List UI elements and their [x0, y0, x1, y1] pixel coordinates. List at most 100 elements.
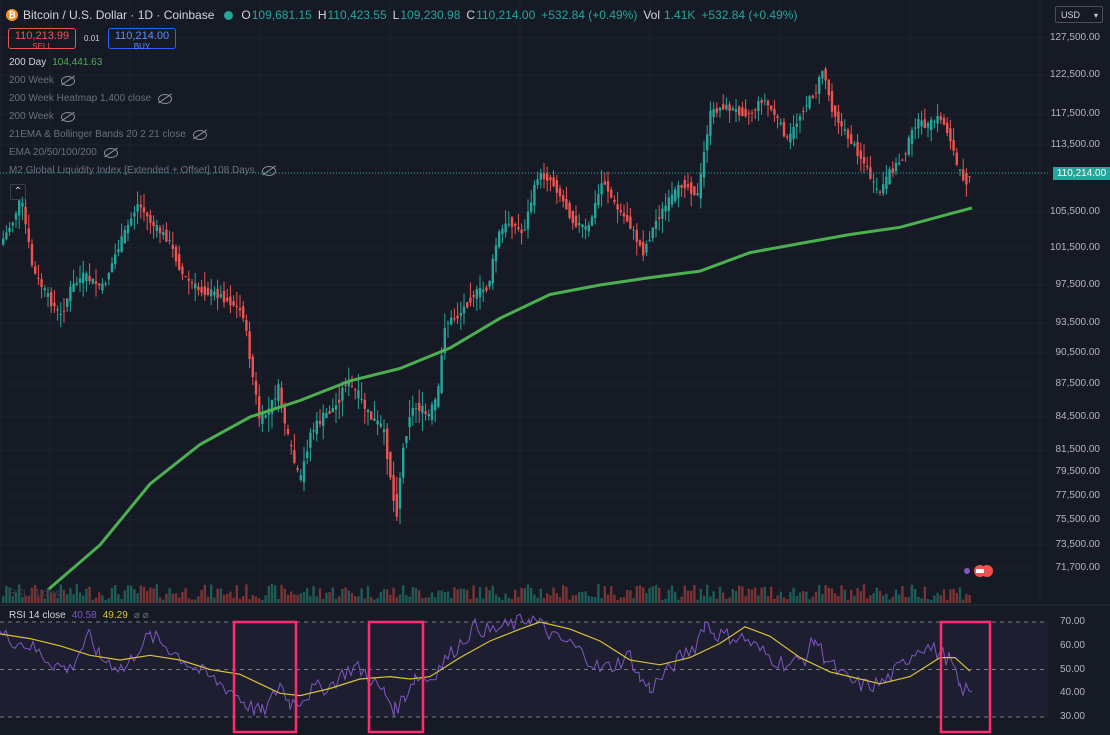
volume-bar [939, 595, 942, 603]
volume-bar [600, 598, 603, 603]
candle-body [622, 213, 626, 217]
candle-body [907, 137, 910, 155]
volume-bar [632, 598, 635, 603]
eye-hidden-icon[interactable] [103, 147, 118, 158]
candle-body [91, 278, 94, 284]
candle-body [379, 423, 382, 427]
rsi-axis-tick: 70.00 [1059, 616, 1085, 627]
volume-bar [437, 590, 440, 603]
candle-body [766, 100, 770, 106]
candle-body [437, 386, 440, 407]
event-flags[interactable] [963, 564, 999, 578]
candle-body [946, 122, 949, 133]
volume-bar [725, 598, 728, 603]
candle-body [773, 108, 776, 115]
indicator-ema-bollinger[interactable]: 21EMA & Bollinger Bands 20 2 21 close [9, 129, 207, 140]
indicator-m2-liquidity[interactable]: M2 Global Liquidity Index [Extended + Of… [9, 165, 276, 176]
candle-body [613, 199, 616, 203]
rsi-options-icon[interactable]: ⌀ ⌀ [133, 610, 149, 621]
volume-bar [536, 597, 539, 603]
volume-bar [258, 598, 261, 603]
indicator-ema-set[interactable]: EMA 20/50/100/200 [9, 147, 118, 158]
volume-bar [907, 597, 910, 603]
volume-bar [923, 586, 926, 603]
eye-hidden-icon[interactable] [60, 75, 75, 86]
indicator-ma200[interactable]: 200 Day 104,441.63 [9, 57, 102, 68]
price-axis-tick: 84,500.00 [1055, 411, 1101, 422]
volume-bar [514, 589, 517, 603]
indicator-200-week-2[interactable]: 200 Week [9, 111, 75, 122]
volume-bar [280, 584, 283, 603]
volume-bar [475, 597, 478, 603]
price-axis-tick: 97,500.00 [1055, 279, 1101, 290]
volume-bar [434, 597, 437, 603]
candle-body [120, 236, 123, 252]
candle-body [789, 133, 792, 143]
symbol-header: ₿ Bitcoin / U.S. Dollar · 1D · Coinbase … [6, 6, 803, 24]
candle-body [629, 216, 632, 229]
volume-bar [370, 597, 373, 603]
candle-body [715, 108, 718, 113]
eye-hidden-icon[interactable] [261, 165, 276, 176]
currency-select[interactable]: USD [1055, 6, 1103, 24]
candle-body [232, 301, 235, 306]
volume-label: Vol [643, 8, 661, 22]
volume-bar [622, 597, 626, 603]
volume-bar [389, 594, 392, 603]
candle-body [37, 277, 40, 279]
volume-bar [526, 584, 530, 603]
volume-bar [763, 586, 766, 603]
eye-hidden-icon[interactable] [192, 129, 207, 140]
candle-body [590, 216, 594, 226]
volume-bar [654, 585, 658, 603]
candle-body [651, 227, 654, 239]
low-label: L [392, 8, 400, 22]
buy-button[interactable]: 110,214.00 BUY [108, 28, 176, 51]
volume-bar [853, 595, 856, 603]
candle-body [696, 193, 699, 195]
volume-bar [917, 596, 920, 603]
volume-bar [680, 596, 683, 603]
volume-bar [341, 588, 344, 603]
candle-body [763, 100, 766, 102]
candle-body [731, 108, 734, 111]
sell-button[interactable]: 110,213.99 SELL [8, 28, 76, 51]
volume-bar [498, 597, 501, 603]
candle-body [526, 211, 530, 230]
symbol-title[interactable]: Bitcoin / U.S. Dollar · 1D · Coinbase [23, 8, 215, 22]
volume-bar [469, 599, 472, 603]
candle-body [190, 282, 194, 284]
candle-body [184, 276, 187, 278]
collapse-legend-button[interactable]: ⌃ [10, 184, 26, 200]
candle-body [853, 143, 856, 146]
volume-bar [728, 597, 731, 603]
volume-bar [248, 599, 251, 603]
volume-bar [405, 594, 408, 603]
candle-body [181, 266, 184, 275]
candle-body [690, 182, 693, 194]
volume-bar [962, 599, 965, 603]
volume-bar [350, 592, 354, 603]
volume-bar [142, 586, 146, 603]
volume-bar [296, 594, 299, 603]
volume-bar [712, 591, 715, 603]
candle-body [462, 306, 466, 314]
rsi-legend[interactable]: RSI 14 close 40.58 49.29 ⌀ ⌀ [9, 610, 149, 621]
candle-body [750, 112, 754, 114]
indicator-200-week[interactable]: 200 Week [9, 75, 75, 86]
candle-body [712, 109, 715, 118]
volume-bar [277, 598, 280, 603]
candle-body [840, 120, 843, 127]
volume-bar [558, 597, 562, 603]
volume-bar [686, 590, 690, 603]
indicator-200-week-heatmap[interactable]: 200 Week Heatmap 1,400 close [9, 93, 173, 104]
volume-bar [398, 594, 402, 603]
volume-bar [408, 596, 411, 603]
volume-bar [421, 598, 424, 603]
volume-bar [299, 593, 302, 603]
volume-bar [325, 592, 328, 603]
candle-body [565, 199, 568, 210]
eye-hidden-icon[interactable] [158, 93, 173, 104]
eye-hidden-icon[interactable] [60, 111, 75, 122]
